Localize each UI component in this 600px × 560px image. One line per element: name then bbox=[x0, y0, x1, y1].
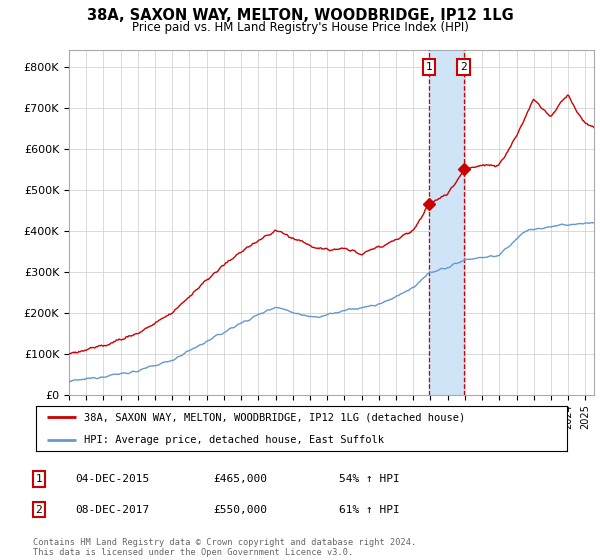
Text: 2: 2 bbox=[35, 505, 43, 515]
Text: 61% ↑ HPI: 61% ↑ HPI bbox=[339, 505, 400, 515]
Text: Price paid vs. HM Land Registry's House Price Index (HPI): Price paid vs. HM Land Registry's House … bbox=[131, 21, 469, 34]
Text: 08-DEC-2017: 08-DEC-2017 bbox=[75, 505, 149, 515]
Text: 04-DEC-2015: 04-DEC-2015 bbox=[75, 474, 149, 484]
Text: 38A, SAXON WAY, MELTON, WOODBRIDGE, IP12 1LG (detached house): 38A, SAXON WAY, MELTON, WOODBRIDGE, IP12… bbox=[84, 412, 465, 422]
Text: Contains HM Land Registry data © Crown copyright and database right 2024.
This d: Contains HM Land Registry data © Crown c… bbox=[33, 538, 416, 557]
Text: 38A, SAXON WAY, MELTON, WOODBRIDGE, IP12 1LG: 38A, SAXON WAY, MELTON, WOODBRIDGE, IP12… bbox=[86, 8, 514, 24]
Text: £465,000: £465,000 bbox=[213, 474, 267, 484]
Text: 1: 1 bbox=[426, 62, 433, 72]
Bar bbox=[429, 50, 464, 395]
Text: 2: 2 bbox=[460, 62, 467, 72]
Text: 54% ↑ HPI: 54% ↑ HPI bbox=[339, 474, 400, 484]
Text: 1: 1 bbox=[35, 474, 43, 484]
Text: £550,000: £550,000 bbox=[213, 505, 267, 515]
Text: HPI: Average price, detached house, East Suffolk: HPI: Average price, detached house, East… bbox=[84, 435, 384, 445]
